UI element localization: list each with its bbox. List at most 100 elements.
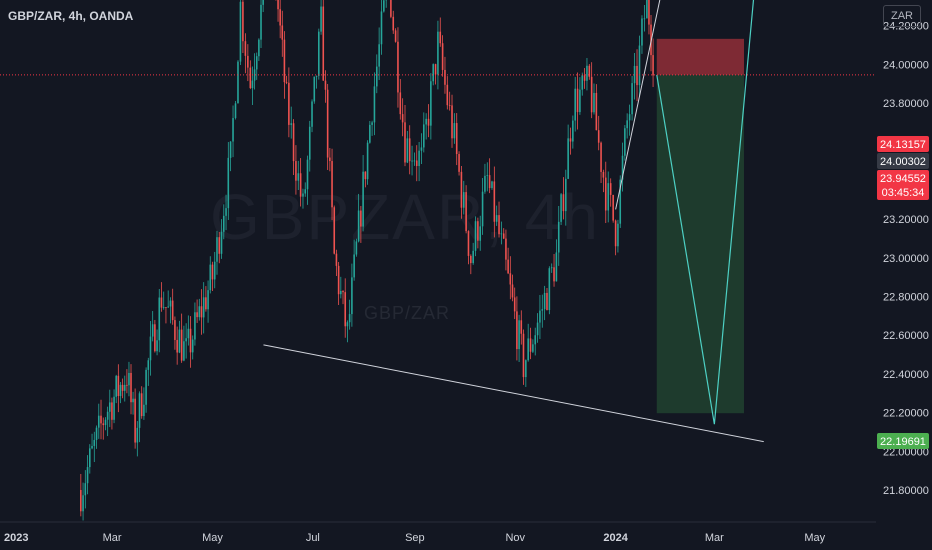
candle-body — [225, 208, 227, 216]
price-tick-label: 22.00000 — [883, 446, 929, 458]
candle-body — [82, 495, 84, 512]
candle-body — [432, 64, 435, 82]
candle-body — [617, 223, 619, 247]
candle-body — [134, 398, 136, 443]
candle-body — [567, 138, 569, 179]
candle-body — [369, 124, 371, 143]
candle-body — [413, 160, 416, 162]
candle-body — [202, 297, 205, 318]
symbol-watermark: GBPZAR, 4h — [210, 181, 600, 253]
candle-body — [216, 237, 218, 262]
bar-countdown: 03:45:34 — [882, 187, 925, 199]
currency-button[interactable]: ZAR — [883, 5, 921, 27]
time-tick-label: Nov — [505, 532, 525, 544]
candle-body — [237, 61, 239, 104]
candle-body — [597, 130, 600, 143]
candle-body — [595, 92, 598, 131]
candle-body — [93, 439, 96, 446]
candle-body — [211, 264, 214, 280]
candle-body — [619, 179, 622, 224]
candle-body — [138, 393, 141, 428]
time-axis[interactable]: 2023 Mar May Jul Sep Nov 2024 Mar May — [0, 521, 932, 550]
candle-body — [513, 297, 516, 312]
price-axis[interactable]: 21.80000 22.00000 22.20000 22.40000 22.60000… — [876, 0, 932, 550]
candle-body — [607, 183, 610, 211]
price-tick-label: 22.20000 — [883, 408, 929, 420]
candle-body — [196, 312, 198, 318]
candle-body — [420, 147, 423, 151]
stop-price-tag-bg — [877, 136, 929, 152]
candle-body — [329, 157, 331, 162]
candle-body — [488, 175, 491, 189]
candle-body — [477, 221, 479, 241]
candle-body — [218, 237, 221, 254]
candle-body — [143, 404, 145, 417]
candle-body — [569, 138, 572, 142]
candle-body — [119, 384, 122, 397]
current-price-tag-bg — [877, 153, 929, 169]
candle-body — [178, 329, 181, 353]
stop-loss-zone — [656, 38, 744, 75]
candle-body — [117, 375, 120, 397]
candle-body — [145, 369, 147, 405]
candle-body — [628, 114, 631, 121]
candle-body — [394, 30, 397, 42]
candle-body — [111, 402, 113, 420]
candle-body — [643, 18, 646, 20]
candle-body — [543, 292, 546, 310]
candle-body — [641, 18, 643, 46]
time-tick-label: Jul — [306, 532, 320, 544]
candle-body — [322, 6, 325, 81]
candle-body — [455, 123, 458, 155]
time-tick-label: 2023 — [4, 532, 28, 544]
price-axis-bg — [876, 0, 932, 550]
candle-body — [525, 360, 527, 378]
candle-body — [290, 123, 293, 125]
candle-body — [404, 122, 406, 163]
candle-body — [209, 264, 212, 291]
candle-body — [140, 393, 143, 417]
candle-body — [251, 80, 254, 89]
candle-body — [600, 142, 602, 172]
candle-body — [527, 338, 529, 361]
candle-body — [244, 41, 247, 56]
candle-body — [279, 9, 281, 26]
candle-body — [318, 31, 320, 76]
candle-body — [560, 194, 562, 222]
last-price-tag: 23.94552 — [880, 173, 926, 185]
candle-body — [344, 292, 347, 327]
candle-body — [579, 89, 581, 113]
candle-body — [151, 324, 154, 337]
symbol-title[interactable]: GBP/ZAR, 4h, OANDA — [8, 9, 134, 23]
candle-body — [315, 75, 318, 77]
candle-body — [160, 297, 163, 308]
candle-body — [437, 31, 439, 75]
candle-body — [229, 141, 232, 158]
candle-body — [532, 344, 534, 352]
candle-body — [602, 171, 605, 178]
candle-body — [285, 82, 288, 83]
trendlines — [263, 0, 764, 443]
candle-body — [313, 76, 316, 102]
time-tick-label: Sep — [405, 532, 425, 544]
candle-body — [333, 207, 336, 254]
candle-body — [511, 284, 514, 298]
candle-body — [355, 241, 358, 255]
candle-body — [353, 254, 355, 278]
candle-body — [516, 311, 518, 350]
candle-body — [439, 31, 442, 44]
candle-body — [495, 215, 498, 222]
candle-body — [200, 306, 203, 318]
candle-body — [576, 88, 579, 113]
candle-body — [180, 329, 183, 361]
candle-body — [624, 128, 626, 156]
candle-body — [115, 375, 118, 397]
candle-body — [648, 0, 650, 25]
candle-body — [498, 215, 500, 235]
candle-body — [130, 372, 132, 403]
position-zones — [656, 38, 744, 414]
candle-body — [299, 173, 302, 197]
candle-body — [169, 300, 172, 307]
